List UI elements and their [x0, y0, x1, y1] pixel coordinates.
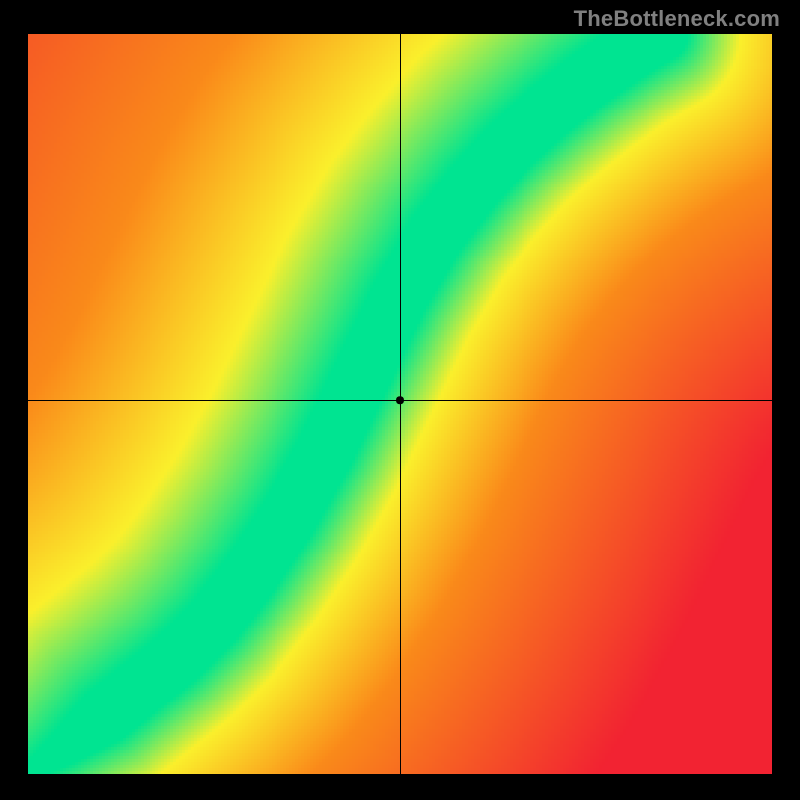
- bottleneck-heatmap: [28, 34, 772, 774]
- watermark-text: TheBottleneck.com: [574, 6, 780, 32]
- image-root: TheBottleneck.com: [0, 0, 800, 800]
